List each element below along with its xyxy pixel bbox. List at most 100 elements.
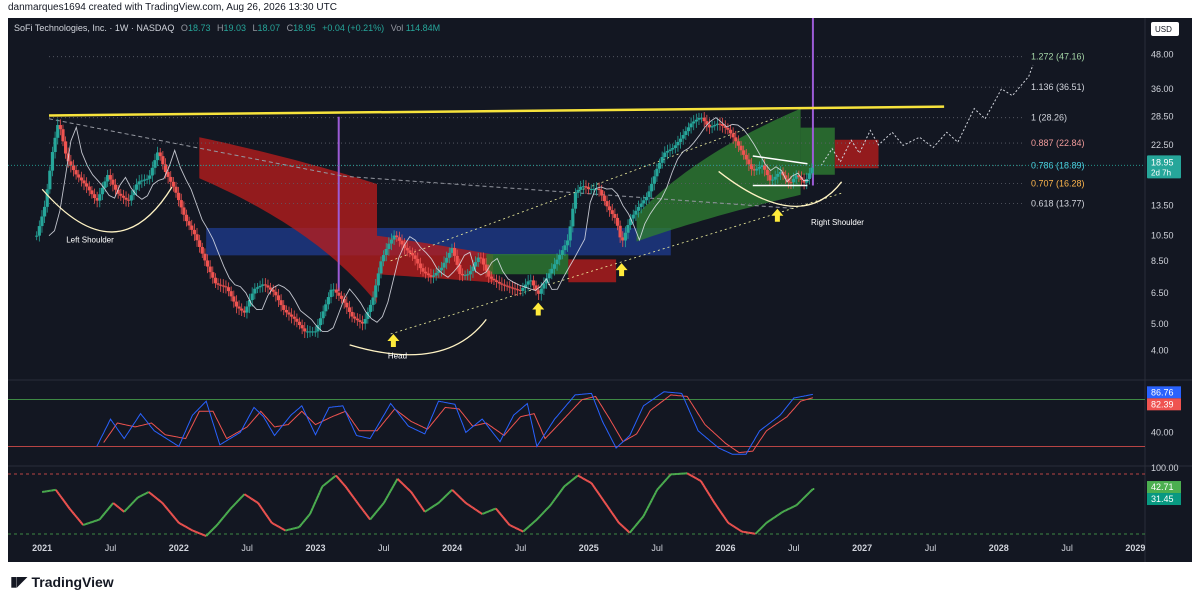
candle-body (526, 281, 530, 285)
momentum-segment (665, 476, 669, 480)
momentum-segment (234, 502, 237, 505)
candle-body (768, 175, 772, 181)
momentum-segment (149, 492, 153, 495)
momentum-segment (381, 502, 385, 506)
candle-body (142, 179, 147, 181)
candle-body (565, 240, 570, 246)
momentum-segment (659, 484, 662, 488)
momentum-segment (806, 492, 810, 496)
price-tick-label: 4.00 (1151, 346, 1169, 356)
momentum-segment (629, 530, 632, 534)
momentum-segment (481, 512, 484, 515)
momentum-segment (541, 511, 545, 515)
momentum-segment (700, 480, 704, 484)
time-tick-label: 2023 (305, 543, 325, 553)
momentum-segment (186, 526, 189, 530)
momentum-segment (123, 509, 127, 513)
candle-body (171, 181, 175, 187)
momentum-segment (75, 516, 79, 520)
momentum-segment (163, 504, 166, 507)
momentum-value-label: 42.71 (1151, 482, 1174, 492)
fib-level-label: 0.618 (13.77) (1031, 198, 1085, 208)
momentum-segment (724, 518, 728, 522)
trend-line-dashed (342, 175, 794, 209)
momentum-segment (168, 510, 172, 514)
momentum-segment (590, 482, 594, 486)
time-tick-label: Jul (105, 543, 117, 553)
candle-body (124, 197, 128, 200)
chart-canvas[interactable]: 1.272 (47.16) 1.136 (36.51) 1 (28.26) 0.887… (8, 18, 1192, 562)
candle-body (416, 258, 420, 264)
candle-body (497, 281, 501, 284)
momentum-segment (556, 493, 560, 497)
candle-body (134, 184, 139, 190)
momentum-segment (611, 512, 615, 516)
candle-body (629, 218, 633, 226)
momentum-segment (466, 503, 470, 506)
momentum-axis-label: 100.00 (1151, 463, 1179, 473)
candle-body (452, 247, 457, 256)
momentum-segment (235, 500, 239, 504)
candle-body (673, 145, 677, 149)
candle-body (757, 166, 762, 169)
candle-body (539, 288, 543, 294)
momentum-segment (161, 502, 165, 506)
candle-body (64, 141, 68, 154)
momentum-segment (435, 503, 438, 506)
momentum-segment (262, 510, 266, 514)
time-tick-label: Jul (241, 543, 253, 553)
momentum-segment (271, 521, 274, 525)
candle-body (366, 311, 370, 319)
momentum-segment (496, 509, 500, 513)
momentum-segment (203, 533, 206, 537)
momentum-segment (150, 493, 154, 497)
chart-frame[interactable]: SoFi Technologies, Inc. · 1W · NASDAQ O1… (8, 18, 1192, 562)
candle-body (678, 138, 683, 142)
fib-level-label: 0.707 (16.28) (1031, 178, 1085, 188)
candle-body (778, 171, 783, 174)
momentum-segment (635, 522, 639, 526)
momentum-segment (63, 500, 67, 504)
candle-body (384, 248, 388, 256)
candle-body (644, 197, 649, 201)
momentum-segment (146, 491, 150, 494)
momentum-segment (697, 478, 700, 482)
momentum-signal-tag (1147, 493, 1181, 506)
momentum-segment (734, 526, 737, 529)
momentum-segment (501, 516, 505, 520)
candle-body (224, 286, 228, 288)
candle-body (245, 306, 249, 313)
candle-body (339, 295, 344, 299)
momentum-segment (598, 494, 602, 498)
time-tick-label: 2026 (715, 543, 735, 553)
candle-body (581, 186, 585, 188)
candle-body (618, 225, 622, 238)
momentum-segment (366, 515, 370, 519)
momentum-segment (776, 513, 780, 517)
momentum-segment (232, 503, 236, 507)
momentum-segment (731, 524, 735, 528)
momentum-segment (372, 513, 376, 517)
momentum-segment (615, 518, 619, 522)
momentum-segment (692, 475, 695, 479)
candle-body (647, 191, 651, 198)
momentum-segment (522, 529, 526, 533)
candle-body (140, 180, 144, 182)
momentum-segment (410, 491, 414, 495)
momentum-segment (557, 491, 561, 495)
momentum-segment (472, 506, 475, 510)
candle-body (655, 168, 659, 177)
candle-body (631, 214, 635, 219)
momentum-segment (436, 502, 440, 505)
momentum-segment (648, 502, 652, 507)
momentum-segment (510, 524, 513, 528)
momentum-segment (694, 477, 698, 480)
candle-body (237, 306, 241, 309)
momentum-segment (335, 474, 339, 478)
momentum-segment (620, 524, 624, 528)
candle-body (182, 207, 186, 215)
candle-body (408, 250, 412, 253)
volume-value: 114.84M (405, 23, 441, 33)
momentum-segment (801, 497, 805, 501)
candle-body (119, 193, 123, 196)
